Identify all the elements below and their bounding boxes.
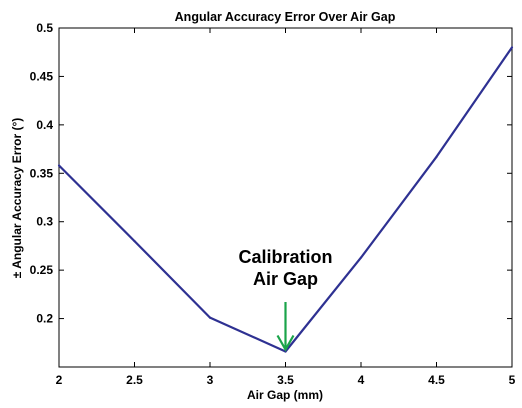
x-tick-label: 4.5 [428,373,445,387]
x-axis-label: Air Gap (mm) [247,388,323,402]
x-tick-label: 2.5 [126,373,143,387]
y-axis-label: ± Angular Accuracy Error (°) [10,118,24,279]
y-tick-label: 0.3 [36,215,53,229]
y-tick-label: 0.35 [30,166,54,180]
x-ticks: 2 2.5 3 3.5 4 4.5 5 [56,28,516,387]
y-tick-label: 0.2 [36,312,53,326]
data-point [510,46,514,49]
x-tick-label: 5 [509,373,516,387]
annotation-arrow-head [276,334,295,352]
data-point [359,256,363,259]
data-point [208,316,212,319]
data-point [435,155,438,158]
annotation-label: Air Gap [253,269,318,289]
y-ticks: 0.2 0.25 0.3 0.35 0.4 0.45 0.5 [30,21,512,326]
x-tick-label: 3.5 [277,373,294,387]
x-tick-label: 3 [207,373,214,387]
y-tick-label: 0.5 [36,21,53,35]
data-point [133,239,136,243]
annotation-label: Calibration [238,247,332,267]
x-tick-label: 2 [56,373,63,387]
data-point [57,164,61,167]
y-tick-label: 0.45 [30,69,54,83]
x-tick-label: 4 [358,373,365,387]
chart-title: Angular Accuracy Error Over Air Gap [175,10,396,24]
y-tick-label: 0.25 [30,263,54,277]
y-tick-label: 0.4 [36,118,53,132]
